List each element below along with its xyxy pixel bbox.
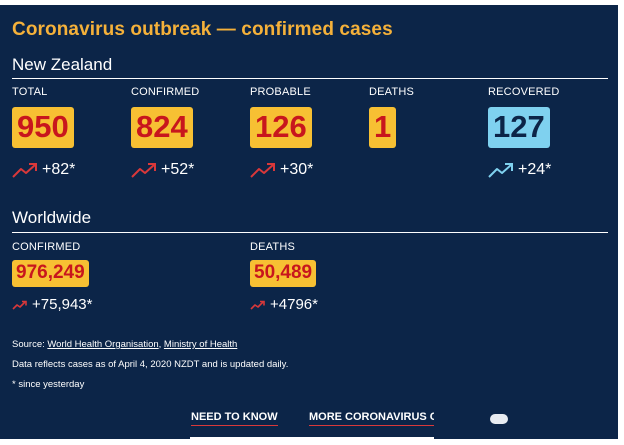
stat-delta-value: +4796* bbox=[270, 296, 318, 313]
stat-delta: +24* bbox=[488, 161, 559, 179]
stat-value: 950 bbox=[12, 107, 74, 148]
data-note: Data reflects cases as of April 4, 2020 … bbox=[12, 359, 289, 370]
cases-widget: Coronavirus outbreak — confirmed cases N… bbox=[0, 5, 618, 397]
nz-stat-deaths: DEATHS 1 bbox=[369, 86, 414, 148]
stat-label: RECOVERED bbox=[488, 86, 560, 98]
trending-up-icon bbox=[250, 163, 275, 178]
stat-delta: +30* bbox=[250, 161, 313, 179]
stat-delta: +52* bbox=[131, 161, 199, 179]
stat-label: PROBABLE bbox=[250, 86, 311, 98]
stat-value: 824 bbox=[131, 107, 193, 148]
footer-nav: NEED TO KNOW MORE CORONAVIRUS C bbox=[0, 397, 618, 439]
stat-label: TOTAL bbox=[12, 86, 48, 98]
nz-stat-confirmed: CONFIRMED 824 +52* bbox=[131, 86, 199, 179]
stat-delta-value: +24* bbox=[518, 161, 552, 178]
stat-value: 127 bbox=[488, 107, 550, 148]
since-yesterday-note: * since yesterday bbox=[12, 379, 85, 390]
nz-stat-total: TOTAL 950 +82* bbox=[12, 86, 75, 179]
trending-up-icon bbox=[12, 163, 37, 178]
stat-value: 976,249 bbox=[12, 260, 89, 287]
source-prefix: Source: bbox=[12, 339, 48, 350]
stat-label: CONFIRMED bbox=[12, 241, 81, 253]
source-separator: , bbox=[158, 339, 164, 350]
stat-label: DEATHS bbox=[250, 241, 296, 253]
trending-up-icon bbox=[488, 163, 513, 178]
nz-stat-probable: PROBABLE 126 +30* bbox=[250, 86, 313, 179]
trending-up-icon bbox=[131, 163, 156, 178]
world-stat-deaths: DEATHS 50,489 +4796* bbox=[250, 241, 318, 313]
scroll-indicator[interactable] bbox=[490, 414, 508, 424]
need-to-know-link[interactable]: NEED TO KNOW bbox=[191, 411, 278, 426]
stat-delta: +82* bbox=[12, 161, 75, 179]
stat-delta-value: +82* bbox=[42, 161, 76, 178]
trending-up-icon bbox=[250, 300, 265, 310]
world-divider bbox=[12, 232, 608, 233]
stat-delta: +4796* bbox=[250, 296, 318, 313]
world-heading: Worldwide bbox=[12, 208, 92, 227]
stat-label: CONFIRMED bbox=[131, 86, 200, 98]
stat-delta-value: +30* bbox=[280, 161, 314, 178]
footer-underline-bar bbox=[190, 437, 434, 445]
world-stat-confirmed: CONFIRMED 976,249 +75,943* bbox=[12, 241, 92, 313]
stat-value: 50,489 bbox=[250, 260, 317, 287]
stat-delta: +75,943* bbox=[12, 296, 92, 313]
nz-heading: New Zealand bbox=[12, 55, 113, 74]
moh-link[interactable]: Ministry of Health bbox=[163, 339, 238, 350]
stat-value: 1 bbox=[369, 107, 397, 148]
widget-title: Coronavirus outbreak — confirmed cases bbox=[12, 19, 393, 40]
stat-delta-value: +75,943* bbox=[32, 296, 93, 313]
stat-delta-value: +52* bbox=[161, 161, 195, 178]
who-link[interactable]: World Health Organisation bbox=[47, 339, 159, 350]
nz-stat-recovered: RECOVERED 127 +24* bbox=[488, 86, 559, 179]
stat-label: DEATHS bbox=[369, 86, 415, 98]
stat-value: 126 bbox=[250, 107, 312, 148]
nz-divider bbox=[12, 78, 608, 79]
source-line: Source: World Health Organisation, Minis… bbox=[12, 339, 237, 350]
more-coronavirus-link[interactable]: MORE CORONAVIRUS C bbox=[309, 411, 434, 426]
trending-up-icon bbox=[12, 300, 27, 310]
